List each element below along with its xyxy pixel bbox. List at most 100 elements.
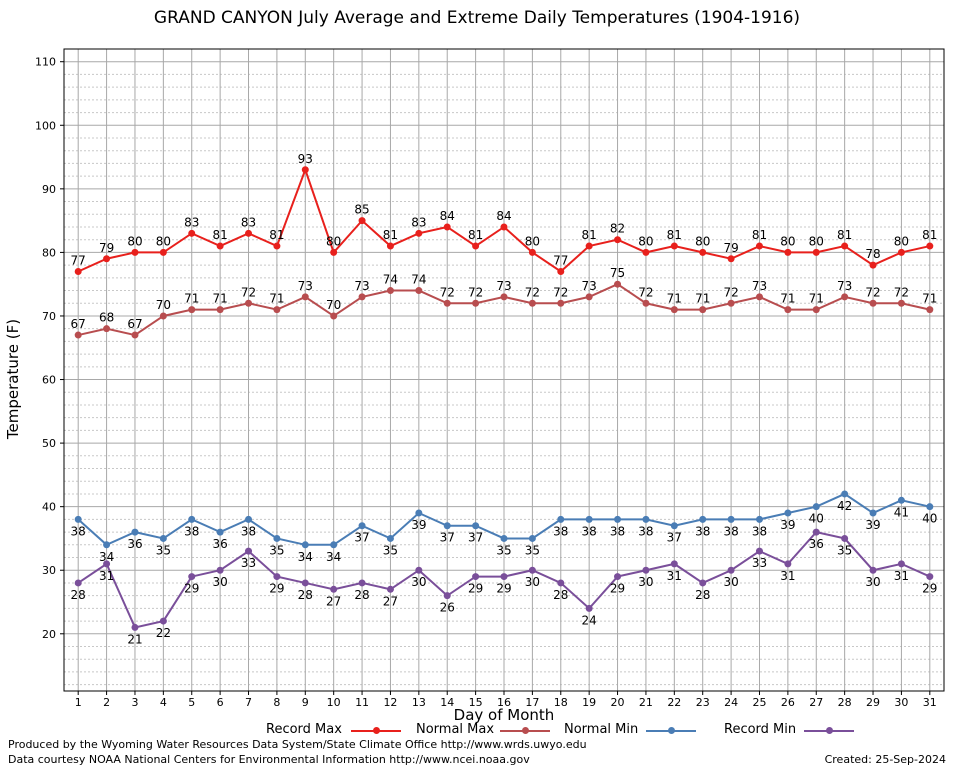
- data-label-normal-max: 72: [241, 285, 256, 299]
- data-label-normal-min: 37: [667, 531, 682, 545]
- data-point-record-min: [699, 579, 707, 587]
- data-point-record-max: [415, 229, 423, 237]
- data-label-record-min: 31: [780, 569, 795, 583]
- data-point-normal-min: [103, 541, 111, 549]
- data-point-record-max: [585, 242, 593, 250]
- data-label-record-min: 28: [354, 588, 369, 602]
- data-label-normal-min: 38: [553, 524, 568, 538]
- data-label-normal-min: 38: [723, 524, 738, 538]
- data-label-record-min: 30: [411, 575, 426, 589]
- data-label-record-min: 33: [752, 556, 767, 570]
- data-point-record-max: [642, 248, 650, 256]
- data-point-normal-min: [642, 515, 650, 523]
- x-tick-label: 11: [355, 696, 369, 709]
- data-label-record-min: 29: [496, 582, 511, 596]
- data-label-record-max: 81: [468, 228, 483, 242]
- data-label-normal-min: 38: [695, 524, 710, 538]
- data-point-normal-min: [415, 509, 423, 517]
- data-label-normal-max: 72: [553, 285, 568, 299]
- data-point-record-min: [755, 547, 763, 555]
- data-point-record-min: [784, 560, 792, 568]
- data-point-normal-max: [784, 306, 792, 314]
- data-label-normal-max: 73: [837, 279, 852, 293]
- data-point-normal-max: [642, 299, 650, 307]
- data-label-normal-min: 38: [71, 524, 86, 538]
- data-point-record-min: [897, 560, 905, 568]
- data-label-record-max: 83: [241, 215, 256, 229]
- data-label-normal-max: 71: [212, 292, 227, 306]
- data-label-normal-max: 71: [922, 292, 937, 306]
- data-label-record-max: 80: [809, 234, 824, 248]
- chart-title: GRAND CANYON July Average and Extreme Da…: [153, 8, 801, 28]
- data-point-normal-min: [216, 528, 224, 536]
- data-point-record-max: [500, 223, 508, 231]
- data-point-normal-min: [443, 522, 451, 530]
- data-label-normal-min: 42: [837, 499, 852, 513]
- data-label-normal-min: 36: [127, 537, 142, 551]
- legend-marker-swatch: [522, 727, 529, 734]
- x-tick-label: 23: [696, 696, 710, 709]
- footer-producer: Produced by the Wyoming Water Resources …: [8, 738, 587, 751]
- data-point-record-max: [670, 242, 678, 250]
- data-label-normal-max: 75: [610, 266, 625, 280]
- data-label-normal-max: 74: [411, 273, 426, 287]
- data-label-normal-min: 34: [99, 550, 114, 564]
- data-label-normal-max: 67: [127, 317, 142, 331]
- data-label-normal-max: 70: [156, 298, 171, 312]
- data-label-record-max: 81: [667, 228, 682, 242]
- data-point-record-max: [755, 242, 763, 250]
- data-point-record-min: [642, 566, 650, 574]
- data-point-normal-min: [557, 515, 565, 523]
- x-tick-label: 6: [217, 696, 224, 709]
- data-point-normal-max: [727, 299, 735, 307]
- data-label-record-min: 29: [269, 582, 284, 596]
- data-point-record-min: [841, 534, 849, 542]
- data-label-record-min: 30: [638, 575, 653, 589]
- data-point-normal-max: [585, 293, 593, 301]
- data-point-normal-min: [245, 515, 253, 523]
- data-label-normal-min: 34: [298, 550, 313, 564]
- data-label-record-min: 30: [525, 575, 540, 589]
- data-point-record-max: [841, 242, 849, 250]
- data-point-record-min: [330, 585, 338, 593]
- data-point-normal-max: [131, 331, 139, 339]
- data-label-record-min: 28: [553, 588, 568, 602]
- x-tick-label: 7: [245, 696, 252, 709]
- data-point-normal-max: [670, 306, 678, 314]
- data-point-normal-min: [755, 515, 763, 523]
- data-label-record-max: 85: [354, 203, 369, 217]
- data-label-normal-min: 40: [922, 512, 937, 526]
- data-point-normal-min: [784, 509, 792, 517]
- y-tick-label: 30: [42, 564, 56, 577]
- data-point-normal-max: [869, 299, 877, 307]
- data-label-normal-max: 67: [71, 317, 86, 331]
- x-tick-label: 22: [667, 696, 681, 709]
- data-point-normal-max: [386, 287, 394, 295]
- data-label-normal-max: 71: [667, 292, 682, 306]
- data-point-normal-min: [74, 515, 82, 523]
- y-tick-label: 20: [42, 628, 56, 641]
- data-point-record-max: [273, 242, 281, 250]
- data-point-normal-min: [500, 534, 508, 542]
- y-tick-label: 60: [42, 374, 56, 387]
- data-label-record-max: 81: [269, 228, 284, 242]
- data-point-record-max: [159, 248, 167, 256]
- data-label-normal-max: 72: [723, 285, 738, 299]
- data-point-normal-max: [500, 293, 508, 301]
- y-tick-label: 70: [42, 310, 56, 323]
- x-tick-label: 5: [188, 696, 195, 709]
- y-tick-label: 110: [35, 56, 56, 69]
- data-label-normal-min: 37: [468, 531, 483, 545]
- data-label-normal-max: 73: [298, 279, 313, 293]
- x-tick-label: 3: [131, 696, 138, 709]
- data-point-normal-min: [528, 534, 536, 542]
- data-label-normal-max: 74: [383, 273, 398, 287]
- data-label-record-max: 80: [156, 234, 171, 248]
- data-label-normal-min: 38: [184, 524, 199, 538]
- data-label-normal-min: 40: [809, 512, 824, 526]
- data-label-record-min: 28: [695, 588, 710, 602]
- data-label-record-min: 29: [184, 582, 199, 596]
- data-label-record-max: 81: [383, 228, 398, 242]
- data-label-normal-max: 70: [326, 298, 341, 312]
- data-point-normal-min: [897, 496, 905, 504]
